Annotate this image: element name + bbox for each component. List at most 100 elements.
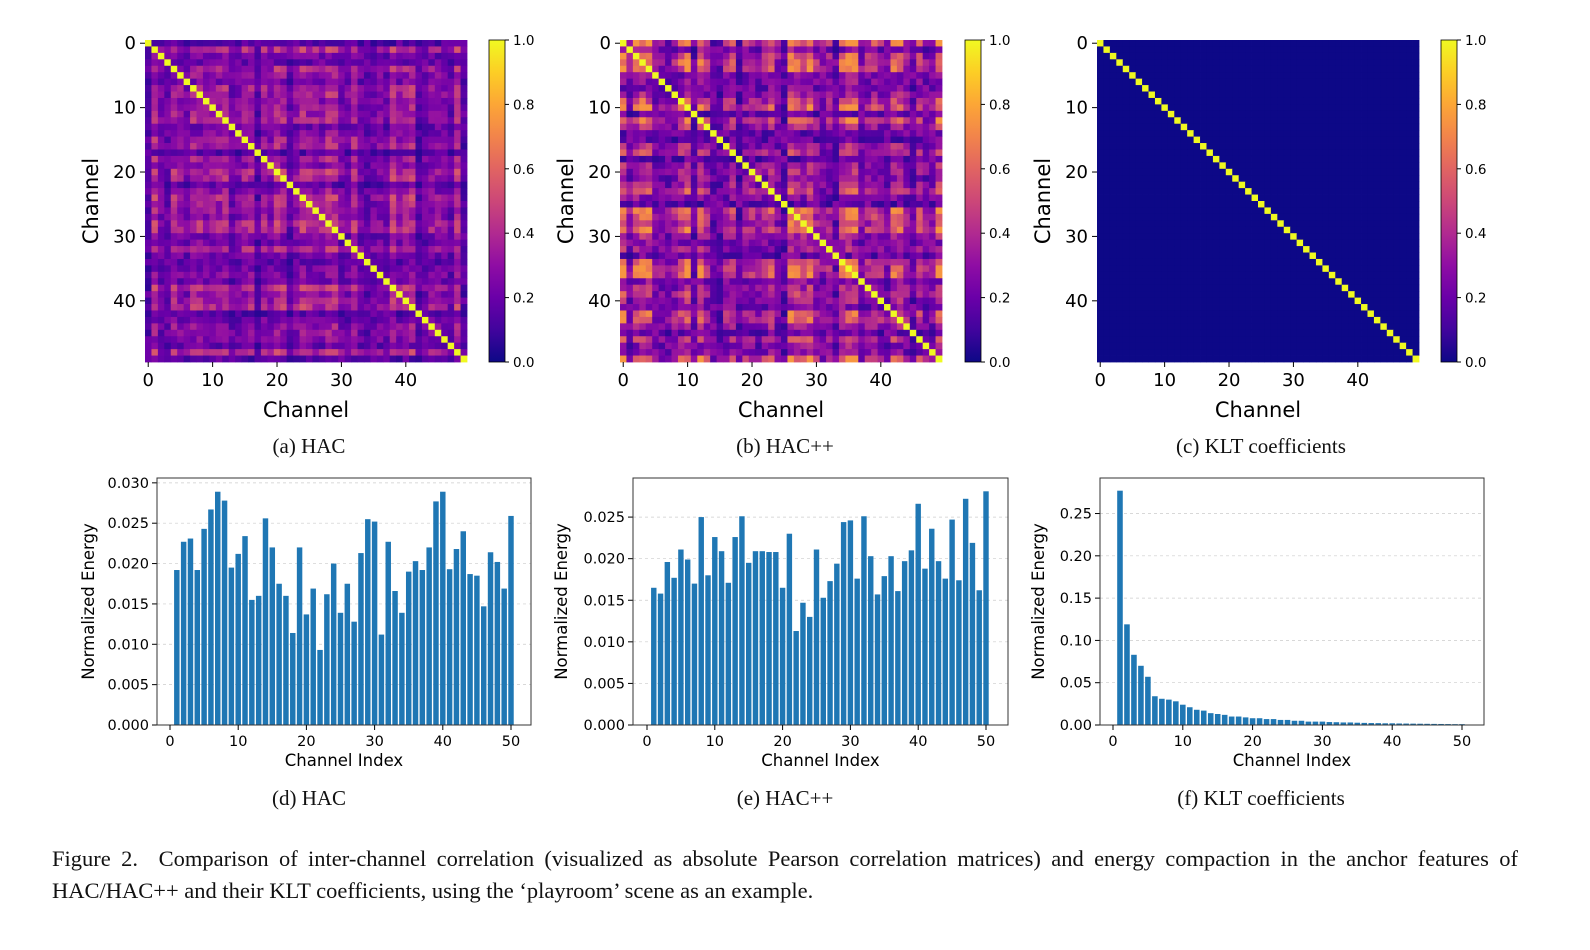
heatmap-cell [325,278,333,286]
colorbar-tick-label: 0.4 [513,226,534,242]
heatmap-cell [896,316,904,324]
heatmap-cell [690,329,698,337]
heatmap-cell [639,97,647,105]
heatmap-cell [896,85,904,92]
heatmap-cell [421,78,429,86]
heatmap-cell [871,349,878,356]
heatmap-cell [909,155,917,163]
heatmap-cell [768,40,775,47]
heatmap-cell [331,72,339,80]
heatmap-cell [325,162,333,170]
heatmap-cell [389,316,397,324]
heatmap-cell [645,168,653,176]
heatmap-cell [716,342,724,350]
heatmap-cell [434,329,442,337]
heatmap-cell [428,265,436,273]
heatmap-cell [748,65,756,73]
heatmap-cell [235,168,242,176]
heatmap-cell [170,85,178,92]
heatmap-cell [351,258,358,266]
heatmap-cell [761,130,769,137]
heatmap-cell [645,220,653,228]
heatmap-cell [441,323,449,331]
heatmap-cell [690,252,698,260]
heatmap-cell [748,246,756,253]
heatmap-cell [800,252,808,260]
heatmap-cell [813,78,821,86]
heatmap-cell [851,220,859,228]
heatmap-cell [370,239,378,247]
heatmap-cell [441,246,449,253]
heatmap-cell [235,207,242,215]
heatmap-cell [248,59,255,67]
heatmap-cell [338,123,346,131]
heatmap-cell [389,155,397,163]
heatmap-cell [903,110,911,118]
heatmap-cell [645,130,653,137]
heatmap-cell [845,239,853,247]
heatmap-cell [793,246,801,253]
heatmap-cell [935,110,943,118]
heatmap-cell [318,97,326,105]
heatmap-cell [652,342,660,350]
heatmap-cell [800,271,808,279]
heatmap-cell [742,297,750,305]
heatmap-cell [787,316,795,324]
heatmap-cell [884,188,891,195]
heatmap-cell [813,213,821,221]
heatmap-cell [183,239,191,247]
heatmap-cell [768,265,775,273]
heatmap-cell [299,291,307,298]
heatmap-cell [935,40,943,47]
heatmap-cell [819,130,827,137]
heatmap-cell [183,175,191,183]
heatmap-cell [441,72,449,80]
heatmap-cell [164,304,172,311]
heatmap-cell [781,181,788,189]
heatmap-cell [177,91,185,99]
heatmap-cell [806,175,814,183]
heatmap-cell [620,258,627,266]
heatmap-cell [286,239,294,247]
heatmap-cell [916,297,924,305]
heatmap-cell [716,78,724,86]
heatmap-cell [858,246,866,253]
heatmap-cell [344,265,352,273]
heatmap-cell [248,123,255,131]
heatmap-cell [363,181,371,189]
heatmap-cell [723,175,730,183]
heatmap-cell [228,207,236,215]
heatmap-cell [260,117,268,125]
heatmap-cell [196,162,204,170]
heatmap-cell [145,130,152,137]
heatmap-cell [325,316,333,324]
heatmap-cell [396,162,403,170]
heatmap-cell [299,316,307,324]
heatmap-cell [774,136,782,144]
heatmap-cell [890,188,898,195]
heatmap-cell [909,278,917,286]
heatmap-cell [344,323,352,331]
heatmap-cell [344,342,352,350]
heatmap-cell [351,316,358,324]
heatmap-cell [690,220,698,228]
heatmap-cell [845,329,853,337]
heatmap-cell [421,188,429,195]
heatmap-cell [299,181,307,189]
heatmap-cell [312,181,320,189]
heatmap-cell [331,85,339,92]
heatmap-cell [202,239,210,247]
heatmap-cell [884,265,891,273]
heatmap-cell [196,258,204,266]
heatmap-cell [460,104,468,112]
heatmap-cell [434,349,442,356]
heatmap-cell [903,213,911,221]
heatmap-cell [454,265,461,273]
heatmap-cell [293,336,300,344]
heatmap-cell [447,201,455,208]
heatmap-cell [299,162,307,170]
heatmap-cell [222,104,230,112]
heatmap-cell [254,78,262,86]
heatmap-cell [306,349,313,356]
heatmap-cell [351,162,358,170]
